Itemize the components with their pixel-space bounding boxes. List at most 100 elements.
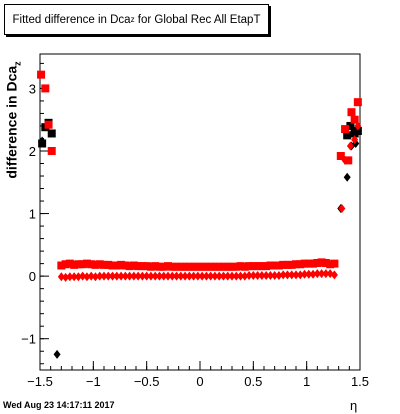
- square-marker: [159, 262, 168, 271]
- diamond-marker: [70, 272, 78, 282]
- diamond-marker: [66, 272, 74, 282]
- diamond-marker: [338, 204, 346, 214]
- y-tick-label: 0: [29, 269, 36, 284]
- square-marker: [283, 260, 292, 269]
- x-tick-label: 0.5: [244, 374, 262, 389]
- x-axis-label: η: [350, 398, 358, 413]
- diamond-marker: [313, 269, 321, 279]
- square-marker: [95, 260, 104, 269]
- diamond-marker: [185, 271, 193, 281]
- diamond-marker: [224, 271, 232, 281]
- diamond-marker: [228, 271, 236, 281]
- diamond-marker: [83, 272, 91, 282]
- y-tick-label: 3: [29, 81, 36, 96]
- y-tick-label: 1: [29, 207, 36, 222]
- diamond-marker: [207, 271, 215, 281]
- diamond-marker: [62, 272, 70, 282]
- diamond-marker: [147, 271, 155, 281]
- square-marker: [121, 261, 130, 270]
- x-tick-label: −0.5: [134, 374, 160, 389]
- data-points: [37, 70, 362, 359]
- diamond-marker: [202, 271, 210, 281]
- square-marker: [347, 108, 356, 117]
- square-marker: [343, 131, 352, 140]
- square-marker: [202, 262, 211, 271]
- square-marker: [104, 260, 113, 269]
- diamond-marker: [245, 271, 253, 281]
- diamond-marker: [96, 271, 104, 281]
- chart-title-text: Fitted difference in Dca: [12, 13, 131, 26]
- square-marker: [189, 262, 198, 271]
- square-marker: [350, 115, 359, 124]
- plot-frame: [39, 53, 361, 371]
- square-marker: [317, 258, 326, 267]
- diamond-marker: [351, 135, 359, 145]
- diamond-marker: [130, 271, 138, 281]
- diamond-marker: [121, 271, 129, 281]
- y-axis-label-text: difference in Dca: [3, 65, 20, 179]
- square-marker: [279, 260, 288, 269]
- square-marker: [330, 259, 339, 268]
- square-marker: [249, 262, 258, 271]
- square-marker: [142, 262, 151, 271]
- diamond-marker: [249, 271, 257, 281]
- diamond-marker: [343, 172, 351, 182]
- diamond-marker: [275, 271, 283, 281]
- square-marker: [353, 126, 362, 135]
- x-tick-label: 0: [196, 374, 203, 389]
- diamond-marker: [87, 271, 95, 281]
- square-marker: [108, 261, 117, 270]
- diamond-marker: [57, 272, 65, 282]
- chart-title: Fitted difference in Dca z for Global Rec…: [4, 4, 269, 35]
- square-marker: [100, 260, 108, 269]
- diamond-marker: [215, 271, 223, 281]
- square-marker: [262, 262, 271, 271]
- diamond-marker: [241, 271, 249, 281]
- diamond-marker: [177, 271, 185, 281]
- square-marker: [129, 261, 138, 270]
- square-marker: [168, 262, 177, 271]
- diamond-marker: [155, 271, 163, 281]
- square-marker: [41, 84, 50, 93]
- diamond-marker: [279, 270, 287, 280]
- square-marker: [91, 260, 100, 269]
- square-marker: [300, 259, 309, 268]
- diamond-marker: [160, 271, 168, 281]
- square-marker: [155, 262, 164, 271]
- diamond-marker: [211, 271, 219, 281]
- diamond-marker: [74, 272, 82, 282]
- diamond-marker: [301, 269, 309, 279]
- diamond-marker: [100, 271, 108, 281]
- square-marker: [164, 262, 172, 271]
- diamond-marker: [341, 155, 349, 165]
- square-marker: [185, 262, 194, 271]
- diamond-marker: [134, 271, 142, 281]
- square-marker: [112, 261, 121, 270]
- square-marker: [228, 262, 236, 271]
- square-marker: [274, 261, 283, 270]
- diamond-marker: [104, 271, 112, 281]
- square-marker: [296, 260, 305, 269]
- diamond-marker: [346, 141, 354, 151]
- square-marker: [321, 258, 330, 267]
- square-marker: [326, 260, 335, 269]
- diamond-marker: [262, 271, 270, 281]
- square-marker: [270, 261, 279, 270]
- square-marker: [138, 262, 147, 271]
- square-marker: [82, 259, 91, 268]
- diamond-marker: [181, 271, 189, 281]
- diamond-marker: [296, 270, 304, 280]
- timestamp: Wed Aug 23 14:17:11 2017: [3, 400, 115, 410]
- square-marker: [57, 261, 66, 270]
- diamond-marker: [322, 269, 330, 279]
- diamond-marker: [318, 269, 326, 279]
- square-marker: [257, 262, 266, 271]
- square-marker: [341, 125, 350, 134]
- chart-title-subscript: z: [130, 15, 135, 24]
- square-marker: [78, 260, 87, 269]
- square-marker: [206, 262, 215, 271]
- square-marker: [125, 262, 134, 271]
- square-marker: [304, 259, 313, 268]
- diamond-marker: [38, 136, 46, 146]
- diamond-marker: [254, 271, 262, 281]
